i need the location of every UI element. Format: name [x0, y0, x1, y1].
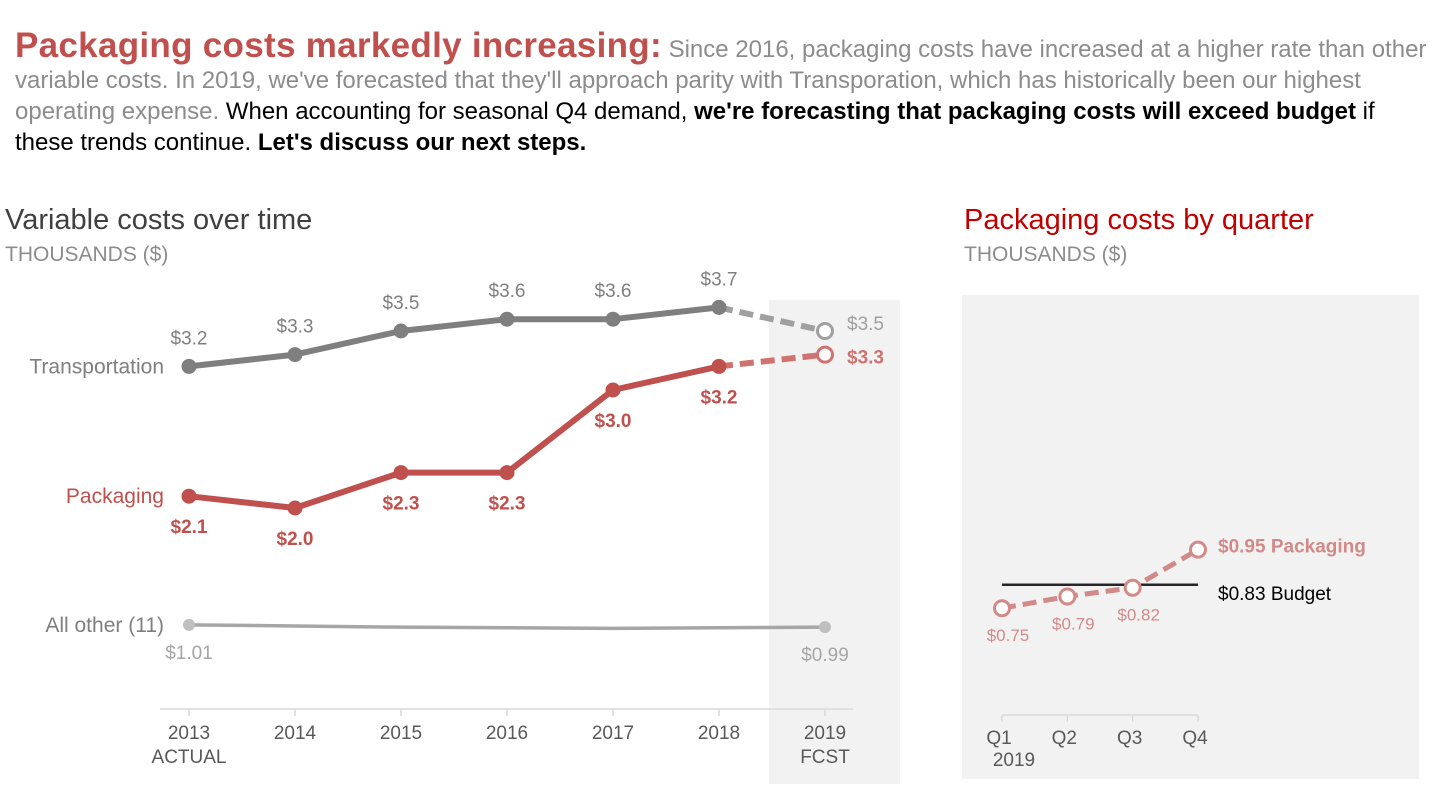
transportation-data-label: $3.6 — [489, 281, 526, 302]
packaging-quarter-line — [1001, 547, 1200, 611]
packaging-point — [393, 465, 409, 481]
x-sublabel: ACTUAL — [152, 747, 227, 768]
packaging-point — [711, 358, 727, 374]
x-tick-label-2017: 2017 — [592, 723, 634, 744]
x-sublabel: FCST — [800, 747, 850, 768]
x-tick-label-2018: 2018 — [698, 723, 740, 744]
packaging-forecast-point — [816, 345, 834, 364]
headline-demand: When accounting for seasonal Q4 demand, — [219, 98, 695, 125]
left-chart-title: Variable costs over time — [5, 204, 313, 236]
packaging-forecast-line — [718, 351, 826, 370]
transportation-line — [186, 304, 722, 370]
headline-call-to-action: Let's discuss our next steps. — [257, 129, 587, 156]
packaging-quarter-data-label: $0.79 — [1052, 615, 1095, 634]
headline-context: Since 2016, packaging costs have increas… — [15, 36, 1427, 125]
packaging-point — [181, 488, 197, 504]
transportation-data-label: $3.5 — [383, 293, 420, 314]
plot-background — [962, 295, 1419, 779]
x-tick-label-2019: 2019 — [804, 723, 846, 744]
packaging-quarter-point — [1189, 540, 1207, 559]
headline-forecast-emphasis: we're forecasting that packaging costs w… — [694, 98, 1356, 125]
packaging-quarter-data-label: $0.75 — [987, 626, 1030, 645]
packaging-data-label: $2.1 — [171, 517, 208, 538]
headline: Packaging costs markedly increasing: Sin… — [15, 28, 1440, 158]
x-tick-label-Q3: Q3 — [1117, 728, 1142, 749]
transportation-data-label: $3.7 — [701, 269, 738, 290]
packaging-series-label: Packaging — [66, 485, 164, 508]
headline-lead: Packaging costs markedly increasing: — [15, 26, 662, 65]
packaging-data-label: $3.3 — [847, 348, 884, 369]
transportation-point — [711, 299, 727, 315]
transportation-data-label: $3.5 — [847, 314, 884, 335]
transportation-point — [287, 347, 303, 363]
transportation-forecast-point — [816, 322, 834, 340]
x-tick-label-2013: 2013 — [168, 723, 210, 744]
packaging-quarter-point — [1058, 587, 1077, 606]
transportation-point — [393, 323, 409, 339]
transportation-point — [499, 311, 515, 327]
transportation-series-label: Transportation — [29, 355, 164, 378]
all-other-point — [819, 621, 831, 634]
all-other-line — [187, 623, 827, 631]
packaging-data-label: $2.3 — [489, 494, 526, 515]
packaging-data-label: $3.0 — [595, 411, 632, 432]
x-tick-label-Q1: Q1 — [986, 728, 1011, 749]
x-tick-label-2015: 2015 — [380, 723, 422, 744]
packaging-quarter-point — [1123, 578, 1142, 597]
right-chart-title: Packaging costs by quarter — [964, 204, 1314, 236]
transportation-point — [181, 358, 197, 374]
packaging-data-label: $2.3 — [383, 494, 420, 515]
x-tick-label-Q4: Q4 — [1182, 728, 1208, 749]
packaging-quarter-point — [993, 599, 1011, 618]
budget-data-label: $0.83 Budget — [1218, 584, 1332, 605]
packaging-line — [186, 363, 722, 511]
all-other-series-label: All other (11) — [45, 614, 164, 637]
x-tick-label-2014: 2014 — [274, 723, 317, 744]
forecast-band — [769, 300, 900, 784]
packaging-data-label: $3.2 — [701, 387, 738, 408]
all-other-point — [183, 618, 195, 631]
x-tick-label-Q2: Q2 — [1052, 728, 1077, 749]
x-tick-label-2016: 2016 — [486, 723, 528, 744]
transportation-data-label: $3.3 — [277, 317, 314, 338]
packaging-point — [499, 465, 515, 481]
all-other-data-label: $0.99 — [801, 645, 849, 666]
transportation-data-label: $3.6 — [595, 281, 632, 302]
transportation-forecast-line — [718, 304, 826, 334]
x-year-label: 2019 — [993, 750, 1035, 771]
packaging-data-label: $2.0 — [277, 529, 314, 550]
headline-trend: if these trends continue. — [15, 98, 1375, 156]
packaging-point — [287, 500, 303, 516]
packaging-point — [605, 382, 621, 398]
packaging-quarter-data-label: $0.95 Packaging — [1218, 537, 1366, 558]
transportation-point — [605, 311, 621, 327]
transportation-data-label: $3.2 — [171, 328, 208, 349]
packaging-quarter-data-label: $0.82 — [1117, 606, 1160, 625]
all-other-data-label: $1.01 — [165, 643, 213, 664]
right-chart-subtitle: THOUSANDS ($) — [964, 243, 1128, 266]
left-chart-subtitle: THOUSANDS ($) — [5, 243, 169, 266]
